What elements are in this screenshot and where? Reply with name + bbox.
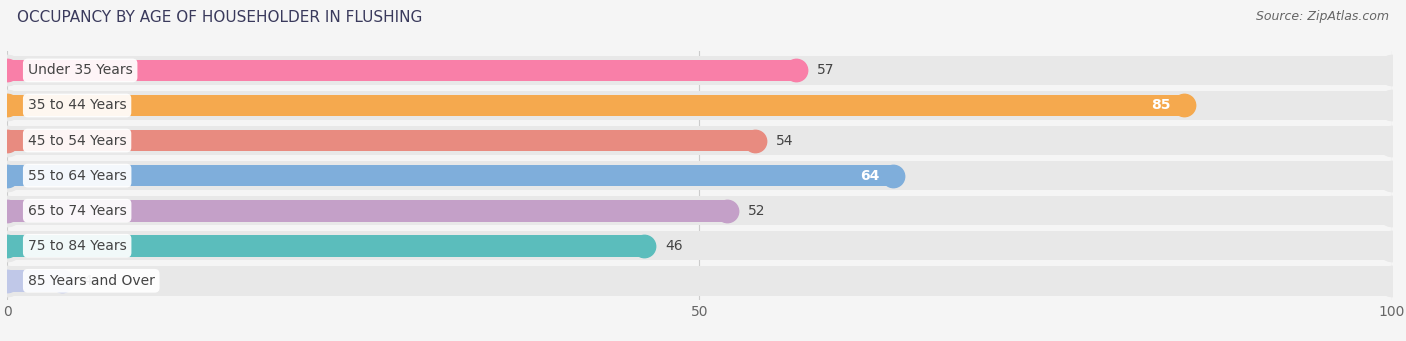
Bar xyxy=(7,161,1392,190)
Bar xyxy=(7,231,1392,261)
Text: 64: 64 xyxy=(860,168,880,183)
Bar xyxy=(7,270,62,292)
Bar xyxy=(7,60,796,81)
Text: 46: 46 xyxy=(665,239,682,253)
Text: 85 Years and Over: 85 Years and Over xyxy=(28,274,155,288)
Text: 55 to 64 Years: 55 to 64 Years xyxy=(28,168,127,183)
Bar xyxy=(7,56,1392,85)
Bar xyxy=(7,94,1184,116)
Bar xyxy=(7,165,893,187)
Text: 65 to 74 Years: 65 to 74 Years xyxy=(28,204,127,218)
Bar xyxy=(7,196,1392,225)
Text: 85: 85 xyxy=(1152,99,1170,113)
Text: Under 35 Years: Under 35 Years xyxy=(28,63,132,77)
Text: 45 to 54 Years: 45 to 54 Years xyxy=(28,134,127,148)
Bar xyxy=(7,91,1392,120)
Bar xyxy=(7,126,1392,155)
Bar xyxy=(7,266,1392,296)
Text: 4: 4 xyxy=(83,274,91,288)
Text: 52: 52 xyxy=(748,204,765,218)
Text: 57: 57 xyxy=(817,63,835,77)
Text: 75 to 84 Years: 75 to 84 Years xyxy=(28,239,127,253)
Bar xyxy=(7,200,727,222)
Bar xyxy=(7,235,644,257)
Text: OCCUPANCY BY AGE OF HOUSEHOLDER IN FLUSHING: OCCUPANCY BY AGE OF HOUSEHOLDER IN FLUSH… xyxy=(17,10,422,25)
Bar xyxy=(7,130,755,151)
Text: 35 to 44 Years: 35 to 44 Years xyxy=(28,99,127,113)
Text: 54: 54 xyxy=(776,134,793,148)
Text: Source: ZipAtlas.com: Source: ZipAtlas.com xyxy=(1256,10,1389,23)
